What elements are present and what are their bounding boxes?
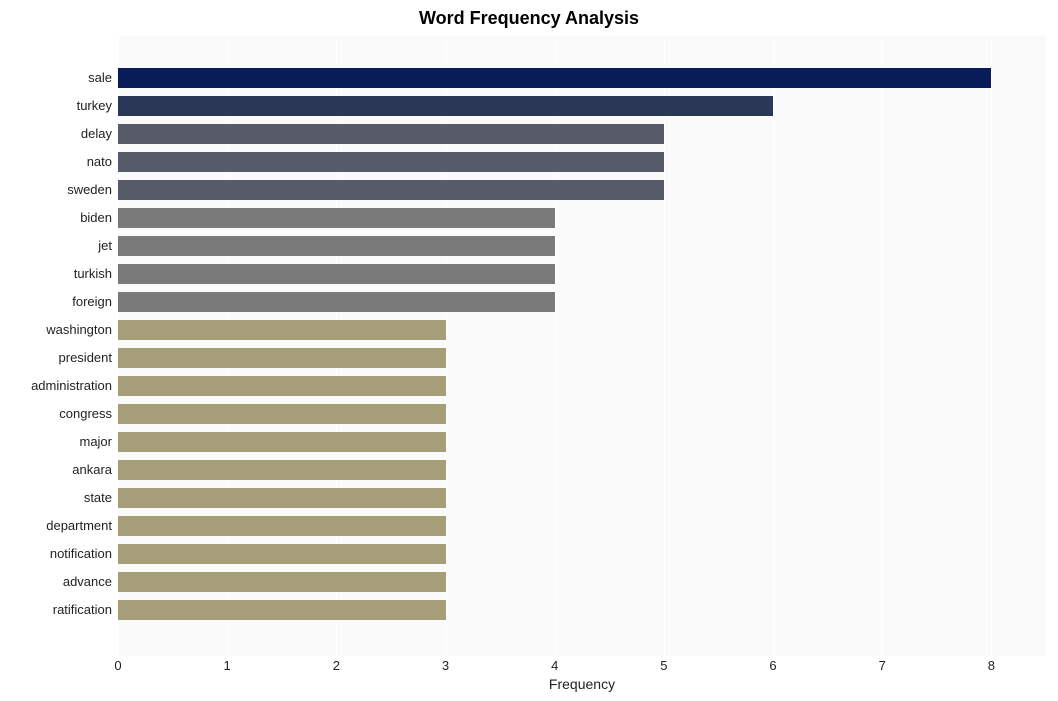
bar-row xyxy=(118,596,1046,624)
bar-row xyxy=(118,260,1046,288)
y-tick-label: ankara xyxy=(2,456,112,484)
y-tick-label: advance xyxy=(2,568,112,596)
y-tick-label: department xyxy=(2,512,112,540)
x-tick-label: 8 xyxy=(988,658,995,673)
x-tick-label: 4 xyxy=(551,658,558,673)
bar-row xyxy=(118,568,1046,596)
x-tick-label: 3 xyxy=(442,658,449,673)
x-tick-label: 0 xyxy=(114,658,121,673)
bar xyxy=(118,460,446,480)
bar-row xyxy=(118,512,1046,540)
bar xyxy=(118,404,446,424)
bar-row xyxy=(118,148,1046,176)
bar xyxy=(118,348,446,368)
bar-row xyxy=(118,400,1046,428)
y-tick-label: turkish xyxy=(2,260,112,288)
x-tick-label: 6 xyxy=(769,658,776,673)
y-tick-label: congress xyxy=(2,400,112,428)
y-tick-label: washington xyxy=(2,316,112,344)
bar xyxy=(118,236,555,256)
bar-row xyxy=(118,372,1046,400)
y-tick-label: delay xyxy=(2,120,112,148)
y-tick-label: sale xyxy=(2,64,112,92)
bar-row xyxy=(118,232,1046,260)
bar-row xyxy=(118,120,1046,148)
bar xyxy=(118,488,446,508)
bar-row xyxy=(118,316,1046,344)
plot-area xyxy=(118,36,1046,656)
bar xyxy=(118,68,991,88)
bar-row xyxy=(118,288,1046,316)
bar-row xyxy=(118,428,1046,456)
bar xyxy=(118,516,446,536)
y-tick-label: ratification xyxy=(2,596,112,624)
y-tick-label: administration xyxy=(2,372,112,400)
x-tick-label: 5 xyxy=(660,658,667,673)
bar xyxy=(118,264,555,284)
y-tick-label: nato xyxy=(2,148,112,176)
bar-row xyxy=(118,176,1046,204)
bar xyxy=(118,96,773,116)
y-tick-label: foreign xyxy=(2,288,112,316)
bar-row xyxy=(118,204,1046,232)
y-tick-label: notification xyxy=(2,540,112,568)
bar xyxy=(118,600,446,620)
bar xyxy=(118,320,446,340)
bar xyxy=(118,124,664,144)
word-frequency-chart: Word Frequency Analysis Frequency 0 1 2 3 4 5… xyxy=(0,0,1058,701)
x-axis-title: Frequency xyxy=(118,676,1046,692)
x-tick-label: 2 xyxy=(333,658,340,673)
x-tick-label: 7 xyxy=(879,658,886,673)
chart-title: Word Frequency Analysis xyxy=(0,8,1058,29)
y-tick-label: biden xyxy=(2,204,112,232)
bar-row xyxy=(118,64,1046,92)
bar xyxy=(118,152,664,172)
y-tick-label: sweden xyxy=(2,176,112,204)
bar-row xyxy=(118,456,1046,484)
bar xyxy=(118,572,446,592)
x-tick-label: 1 xyxy=(224,658,231,673)
y-tick-label: major xyxy=(2,428,112,456)
bar xyxy=(118,432,446,452)
bar xyxy=(118,376,446,396)
y-tick-label: state xyxy=(2,484,112,512)
bar-row xyxy=(118,484,1046,512)
bar-row xyxy=(118,92,1046,120)
bar xyxy=(118,292,555,312)
y-tick-label: jet xyxy=(2,232,112,260)
y-tick-label: turkey xyxy=(2,92,112,120)
bar xyxy=(118,180,664,200)
bar-row xyxy=(118,344,1046,372)
bar xyxy=(118,544,446,564)
bar-row xyxy=(118,540,1046,568)
y-tick-label: president xyxy=(2,344,112,372)
bar xyxy=(118,208,555,228)
